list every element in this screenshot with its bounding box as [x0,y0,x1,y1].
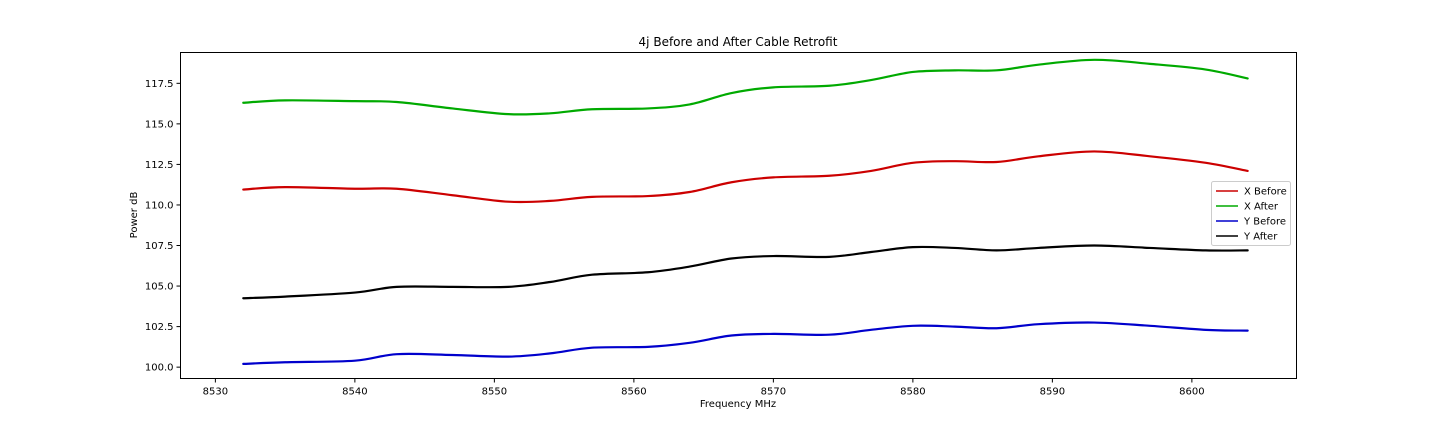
legend-label-y-before: Y Before [1243,217,1286,228]
legend-label-x-after: X After [1244,202,1279,213]
series-line-y-after [242,244,1249,300]
x-tick-label: 8580 [900,387,925,398]
x-tick-label: 8600 [1179,387,1204,398]
series-lines [242,58,1249,365]
y-tick-label: 117.5 [145,79,174,90]
legend-label-x-before: X Before [1244,187,1287,198]
plot-area [180,52,1297,379]
y-tick-label: 102.5 [145,322,174,333]
chart-title: 4j Before and After Cable Retrofit [639,35,838,49]
x-tick-label: 8550 [482,387,507,398]
x-axis: 8530 8540 8550 8560 8570 8580 8590 8600 [203,378,1205,398]
x-tick-label: 8530 [203,387,228,398]
series-line-y-before [242,321,1249,365]
y-axis-label: Power dB [129,192,140,239]
series-line-x-after [242,58,1249,116]
x-axis-label: Frequency MHz [700,399,776,410]
legend-box [1211,181,1291,246]
x-tick-label: 8560 [621,387,646,398]
y-tick-label: 110.0 [145,200,174,211]
x-tick-label: 8590 [1040,387,1065,398]
y-tick-label: 100.0 [145,363,174,374]
series-line-x-before [242,150,1249,204]
y-tick-label: 107.5 [145,241,174,252]
y-tick-label: 115.0 [145,119,174,130]
y-tick-label: 105.0 [145,282,174,293]
x-tick-label: 8540 [342,387,367,398]
plot-frame [180,52,1297,379]
y-tick-label: 112.5 [145,160,174,171]
legend-label-y-after: Y After [1243,232,1278,243]
x-tick-label: 8570 [761,387,786,398]
legend: X Before X After Y Before Y After [1211,181,1291,246]
y-axis: 100.0 102.5 105.0 107.5 110.0 112.5 115.0 117.5 [145,79,181,374]
